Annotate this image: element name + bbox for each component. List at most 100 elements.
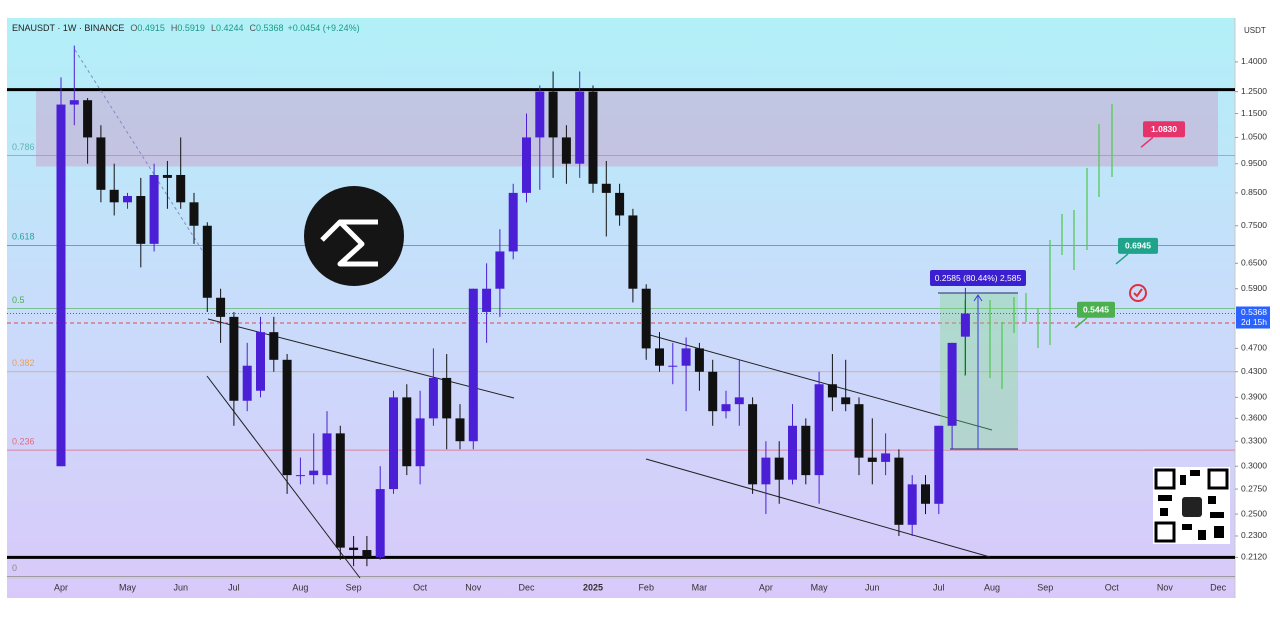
candle-body xyxy=(123,195,132,203)
candle-body xyxy=(960,313,970,337)
y-tick-label: 0.7500 xyxy=(1241,220,1267,230)
target-pointer xyxy=(1140,136,1154,148)
candle-body xyxy=(256,332,265,391)
target-box xyxy=(1077,301,1115,318)
candle-body xyxy=(708,371,718,412)
y-tick-label: 0.5900 xyxy=(1241,283,1267,293)
qr-cell xyxy=(1160,508,1168,516)
x-tick-label: Jul xyxy=(933,582,945,592)
qr-cell xyxy=(1208,496,1216,504)
x-tick-label: Sep xyxy=(1037,582,1053,592)
candle-body xyxy=(149,174,159,244)
candle-body xyxy=(734,397,744,405)
legend-key: L xyxy=(211,23,216,33)
candle-body xyxy=(402,397,412,467)
y-tick-label: 0.2120 xyxy=(1241,552,1267,562)
x-tick-label: Jun xyxy=(865,582,880,592)
candle-body xyxy=(455,418,465,442)
y-tick-label: 0.2300 xyxy=(1241,530,1267,540)
candle-body xyxy=(309,470,319,476)
x-tick-label: Apr xyxy=(54,582,68,592)
target-pointer xyxy=(1074,317,1088,329)
trend-line xyxy=(645,458,991,558)
candle-body xyxy=(442,377,452,419)
candle-body xyxy=(668,365,678,367)
target-label: 0.5445 xyxy=(1083,305,1109,315)
candle-body xyxy=(801,425,811,476)
candle-body xyxy=(947,342,957,426)
y-tick-label: 1.2500 xyxy=(1241,86,1267,96)
y-tick-label: 0.3600 xyxy=(1241,413,1267,423)
candle-body xyxy=(269,332,279,360)
qr-logo xyxy=(1182,497,1202,517)
candle-body xyxy=(282,359,292,476)
currency-label: USDT xyxy=(1244,26,1266,35)
y-tick-label: 0.3900 xyxy=(1241,392,1267,402)
candle-body xyxy=(854,404,864,458)
candle-body xyxy=(362,550,372,558)
target-label: 0.6945 xyxy=(1125,241,1151,251)
y-tick-label: 0.6500 xyxy=(1241,258,1267,268)
candle-body xyxy=(482,288,492,312)
legend-key: O xyxy=(130,23,137,33)
x-tick-label: Mar xyxy=(692,582,708,592)
candle-body xyxy=(894,457,904,525)
x-tick-label: Dec xyxy=(518,582,535,592)
legend-value: 0.4915 xyxy=(137,23,165,33)
y-tick-label: 1.4000 xyxy=(1241,56,1267,66)
candle-body xyxy=(136,195,146,244)
x-tick-label: Nov xyxy=(465,582,482,592)
y-tick-label: 0.4300 xyxy=(1241,366,1267,376)
candle-body xyxy=(561,137,571,164)
legend-value: 0.5919 xyxy=(177,23,205,33)
trend-line xyxy=(206,375,361,579)
candle-body xyxy=(242,365,252,401)
candle-body xyxy=(69,100,79,105)
y-tick-label: 1.0500 xyxy=(1241,132,1267,142)
legend-key: C xyxy=(249,23,256,33)
candle-body xyxy=(641,288,651,349)
candle-body xyxy=(295,475,305,477)
y-tick-label: 0.3000 xyxy=(1241,460,1267,470)
qr-cell xyxy=(1210,512,1224,518)
candle-body xyxy=(468,288,478,442)
candle-body xyxy=(601,183,611,193)
candle-body xyxy=(375,489,385,558)
fib-label: 0.236 xyxy=(12,436,35,446)
legend-key: H xyxy=(171,23,178,33)
candle-body xyxy=(827,384,837,398)
x-tick-label: Jun xyxy=(173,582,188,592)
candle-body xyxy=(575,91,585,164)
qr-finder xyxy=(1154,521,1176,543)
y-tick-label: 0.9500 xyxy=(1241,158,1267,168)
candle-body xyxy=(761,457,771,485)
candle-body xyxy=(176,174,186,203)
plot-background xyxy=(7,18,1235,598)
candle-body xyxy=(56,104,66,467)
qr-cell xyxy=(1214,526,1224,538)
candle-body xyxy=(495,251,505,289)
trend-line xyxy=(649,334,993,431)
candle-body xyxy=(216,297,226,317)
fib-label: 0.382 xyxy=(12,358,35,368)
candle-body xyxy=(907,484,917,525)
candle-body xyxy=(389,397,398,490)
qr-code xyxy=(1153,467,1230,544)
x-tick-label: Nov xyxy=(1157,582,1174,592)
qr-cell xyxy=(1190,470,1200,476)
y-tick-label: 0.2500 xyxy=(1241,508,1267,518)
candle-body xyxy=(788,425,797,480)
fib-label: 0.5 xyxy=(12,295,25,305)
candle-body xyxy=(774,457,784,480)
qr-finder xyxy=(1154,468,1176,490)
legend-value: 0.5368 xyxy=(256,23,284,33)
check-mark xyxy=(1133,288,1143,298)
fib-label: 0 xyxy=(12,563,17,573)
candle-body xyxy=(881,453,891,462)
price-countdown: 2d 15h xyxy=(1241,317,1267,327)
fib-label: 0.618 xyxy=(12,232,35,242)
x-tick-label: Oct xyxy=(413,582,428,592)
x-tick-label: May xyxy=(119,582,137,592)
